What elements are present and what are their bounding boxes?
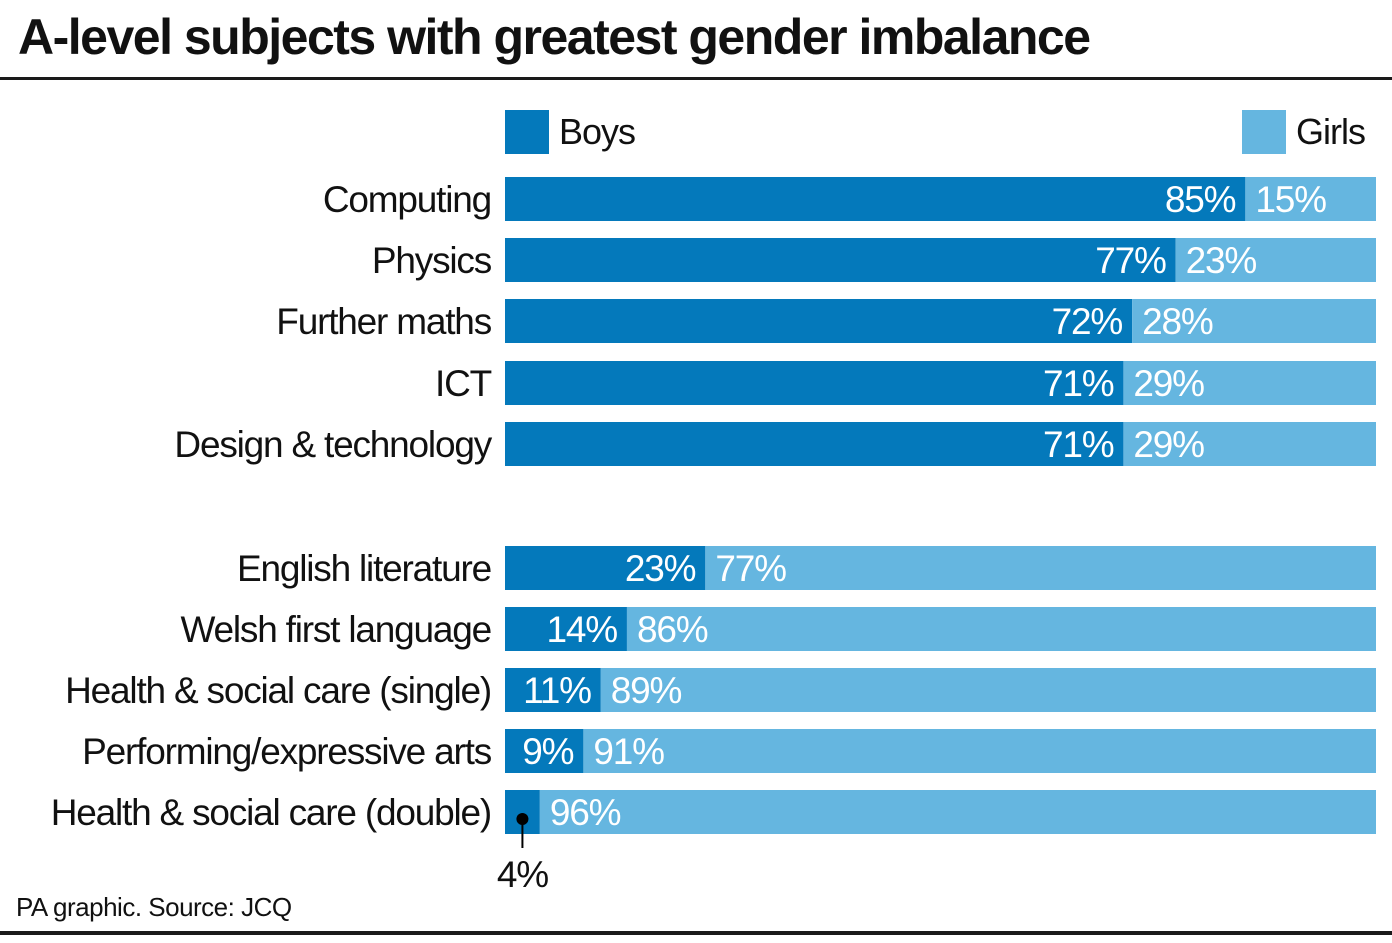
value-label-girls-further-maths: 28% (1142, 301, 1213, 342)
bar-boys-further-maths (505, 299, 1133, 343)
title-divider (0, 77, 1392, 80)
legend-label-boys: Boys (559, 111, 636, 152)
bottom-divider (0, 931, 1392, 935)
category-label-physics: Physics (372, 240, 492, 281)
category-label-computing: Computing (323, 179, 491, 220)
legend-label-girls: Girls (1296, 111, 1366, 152)
category-label-ict: ICT (435, 363, 492, 404)
bar-girls-performing-expressive-arts (583, 729, 1376, 773)
value-label-boys-design-technology: 71% (1043, 424, 1114, 465)
value-label-boys-performing-expressive-arts: 9% (522, 731, 573, 772)
bar-boys-english-literature (505, 546, 706, 590)
value-label-boys-ict: 71% (1043, 363, 1114, 404)
value-label-girls-performing-expressive-arts: 91% (593, 731, 664, 772)
bar-girls-health-social-care-single (600, 668, 1376, 712)
value-label-boys-health-social-care-single: 11% (523, 670, 591, 711)
value-label-girls-english-literature: 77% (715, 548, 786, 589)
bar-boys-welsh-first-language (505, 607, 627, 651)
chart-title: A-level subjects with greatest gender im… (18, 9, 1091, 65)
value-label-girls-welsh-first-language: 86% (637, 609, 708, 650)
bar-girls-further-maths (1132, 299, 1376, 343)
bar-girls-physics (1175, 238, 1376, 282)
category-label-english-literature: English literature (237, 548, 491, 589)
bar-boys-ict (505, 361, 1124, 405)
bar-boys-performing-expressive-arts (505, 729, 584, 773)
bar-girls-design-technology (1123, 422, 1376, 466)
value-label-boys-computing: 85% (1165, 179, 1236, 220)
bar-girls-computing (1245, 177, 1376, 221)
category-label-performing-expressive-arts: Performing/expressive arts (82, 731, 492, 772)
bar-boys-design-technology (505, 422, 1124, 466)
value-label-girls-health-social-care-double: 96% (550, 792, 621, 833)
bar-girls-english-literature (705, 546, 1376, 590)
annotation-label-health-social-care-double: 4% (497, 854, 548, 895)
bar-boys-health-social-care-single (505, 668, 601, 712)
value-label-boys-further-maths: 72% (1052, 301, 1123, 342)
bar-girls-ict (1123, 361, 1376, 405)
value-label-girls-design-technology: 29% (1133, 424, 1204, 465)
value-label-girls-ict: 29% (1133, 363, 1204, 404)
category-label-further-maths: Further maths (276, 301, 491, 342)
value-label-boys-english-literature: 23% (625, 548, 696, 589)
category-label-health-social-care-single: Health & social care (single) (65, 670, 491, 711)
value-label-girls-computing: 15% (1255, 179, 1326, 220)
legend-swatch-girls (1242, 110, 1286, 154)
legend-swatch-boys (505, 110, 549, 154)
category-label-health-social-care-double: Health & social care (double) (51, 792, 491, 833)
source-footer: PA graphic. Source: JCQ (16, 892, 292, 922)
category-label-welsh-first-language: Welsh first language (180, 609, 491, 650)
value-label-boys-welsh-first-language: 14% (546, 609, 617, 650)
value-label-girls-health-social-care-single: 89% (611, 670, 682, 711)
value-label-boys-physics: 77% (1095, 240, 1166, 281)
bar-girls-health-social-care-double (539, 790, 1376, 834)
bar-girls-welsh-first-language (626, 607, 1376, 651)
bar-boys-computing (505, 177, 1246, 221)
value-label-girls-physics: 23% (1186, 240, 1257, 281)
category-label-design-technology: Design & technology (174, 424, 492, 465)
bar-boys-physics (505, 238, 1176, 282)
